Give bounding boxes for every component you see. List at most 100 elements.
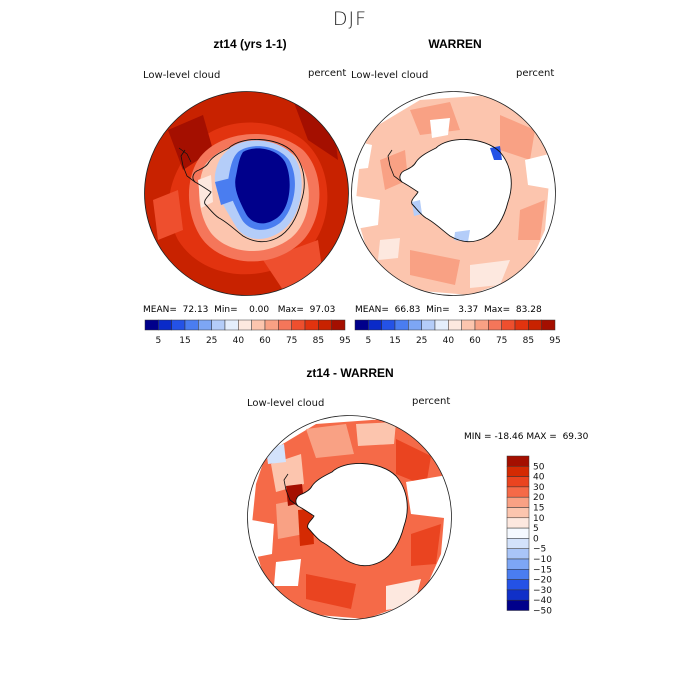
- colorbar-swatch: [506, 496, 530, 508]
- colorbar-tick-label: 25: [206, 336, 217, 346]
- colorbar-swatch: [354, 319, 369, 331]
- variable-label-diff: Low-level cloud: [247, 398, 325, 409]
- min-value: -18.46: [494, 432, 524, 442]
- variable-label-left: Low-level cloud: [143, 70, 221, 81]
- colorbar-swatch: [434, 319, 449, 331]
- colorbar-tick-label: 5: [365, 336, 371, 346]
- colorbar-tick-label: 15: [533, 504, 544, 514]
- colorbar-swatch: [238, 319, 252, 331]
- colorbar-tick-label: −5: [533, 545, 546, 555]
- colorbar-swatch: [318, 319, 332, 331]
- min-value: 0.00: [249, 305, 270, 315]
- max-value: 83.28: [515, 305, 542, 315]
- units-label-left: percent: [308, 68, 347, 79]
- colorbar-swatch: [506, 538, 530, 549]
- panel-title-left: zt14 (yrs 1-1): [213, 37, 287, 51]
- colorbar-swatch: [506, 558, 530, 570]
- colorbar-swatch: [264, 319, 279, 331]
- colorbar-tick-label: 15: [389, 336, 400, 346]
- colorbar-tick-label: 95: [549, 336, 560, 346]
- colorbar-swatch: [421, 319, 436, 331]
- diff-min-max: MIN = -18.46 MAX = 69.30: [464, 432, 588, 442]
- colorbar-tick-label: −40: [533, 596, 552, 606]
- min-label: MIN =: [464, 432, 492, 442]
- polar-map-left: [144, 91, 349, 296]
- colorbar-tick-label: 75: [496, 336, 507, 346]
- stats-right: MEAN= 66.83 Min= 3.37 Max= 83.28: [355, 305, 542, 315]
- colorbar-tick-label: 40: [443, 336, 455, 346]
- max-label: MAX =: [526, 432, 557, 442]
- colorbar-tick-label: −30: [533, 586, 552, 596]
- mean-label: MEAN=: [143, 305, 177, 315]
- colorbar-tick-label: 40: [233, 336, 245, 346]
- colorbar-tick-label: 0: [533, 534, 539, 544]
- colorbar-swatch: [198, 319, 212, 331]
- colorbar-swatch: [528, 319, 542, 331]
- colorbar-right: 5 15 25 40 60 75 85 95: [354, 319, 561, 346]
- colorbar-tick-label: 60: [259, 336, 271, 346]
- colorbar-tick-label: 5: [533, 524, 539, 534]
- colorbar-tick-label: 50: [533, 462, 545, 472]
- continent-no-data: [399, 139, 512, 242]
- polar-map-diff: [247, 415, 452, 620]
- continent-no-data: [295, 463, 408, 566]
- colorbar-tick-label: 60: [469, 336, 481, 346]
- min-label: Min=: [426, 305, 450, 315]
- colorbar-tick-label: 10: [533, 514, 545, 524]
- colorbar-swatch: [506, 599, 530, 611]
- colorbar-swatch: [381, 319, 396, 331]
- coastline: [295, 463, 408, 567]
- colorbar-tick-label: 95: [339, 336, 350, 346]
- colorbar-swatch: [448, 319, 462, 331]
- colorbar-swatch: [506, 507, 530, 519]
- colorbar-swatch: [506, 466, 530, 477]
- colorbar-swatch: [331, 319, 346, 331]
- units-label-right: percent: [516, 68, 555, 79]
- figure-title: DJF: [332, 8, 368, 30]
- colorbar-tick-label: 15: [179, 336, 190, 346]
- max-label: Max=: [277, 305, 304, 315]
- colorbar-swatch: [224, 319, 239, 331]
- colorbar-swatch: [158, 319, 172, 331]
- colorbar-tick-label: 20: [533, 493, 545, 503]
- max-value: 69.30: [562, 432, 589, 442]
- colorbar-tick-label: 85: [523, 336, 534, 346]
- colorbar-swatch: [506, 486, 530, 498]
- panel-title-right: WARREN: [428, 37, 482, 51]
- colorbar-swatch: [408, 319, 422, 331]
- colorbar-left: 5 15 25 40 60 75 85 95: [144, 319, 351, 346]
- coastline: [192, 139, 305, 243]
- colorbar-swatch: [514, 319, 529, 331]
- continent-min-cloud: [235, 148, 290, 224]
- colorbar-swatch: [506, 589, 530, 601]
- colorbar-swatch: [394, 319, 409, 331]
- min-label: Min=: [214, 305, 238, 315]
- stats-left: MEAN= 72.13 Min= 0.00 Max= 97.03: [143, 305, 335, 315]
- mean-value: 72.13: [182, 305, 209, 315]
- colorbar-tick-label: −15: [533, 565, 552, 575]
- colorbar-swatch: [506, 548, 530, 560]
- colorbar-tick-label: −10: [533, 555, 552, 565]
- panel-title-diff: zt14 - WARREN: [306, 366, 394, 380]
- colorbar-tick-label: 40: [533, 473, 545, 483]
- mean-label: MEAN=: [355, 305, 389, 315]
- colorbar-tick-label: −20: [533, 576, 552, 586]
- variable-label-right: Low-level cloud: [351, 70, 429, 81]
- colorbar-swatch: [171, 319, 186, 331]
- polar-map-right: [351, 91, 556, 296]
- colorbar-swatch: [501, 319, 516, 331]
- colorbar-swatch: [506, 455, 530, 467]
- colorbar-swatch: [506, 517, 530, 529]
- colorbar-swatch: [304, 319, 319, 331]
- mean-value: 66.83: [394, 305, 421, 315]
- colorbar-swatch: [488, 319, 502, 331]
- colorbar-tick-label: 5: [155, 336, 161, 346]
- min-value: 3.37: [458, 305, 479, 315]
- colorbar-swatch: [368, 319, 382, 331]
- colorbar-swatch: [251, 319, 266, 331]
- colorbar-swatch: [144, 319, 159, 331]
- colorbar-tick-label: 75: [286, 336, 297, 346]
- colorbar-tick-label: 30: [533, 483, 545, 493]
- colorbar-swatch: [506, 476, 530, 488]
